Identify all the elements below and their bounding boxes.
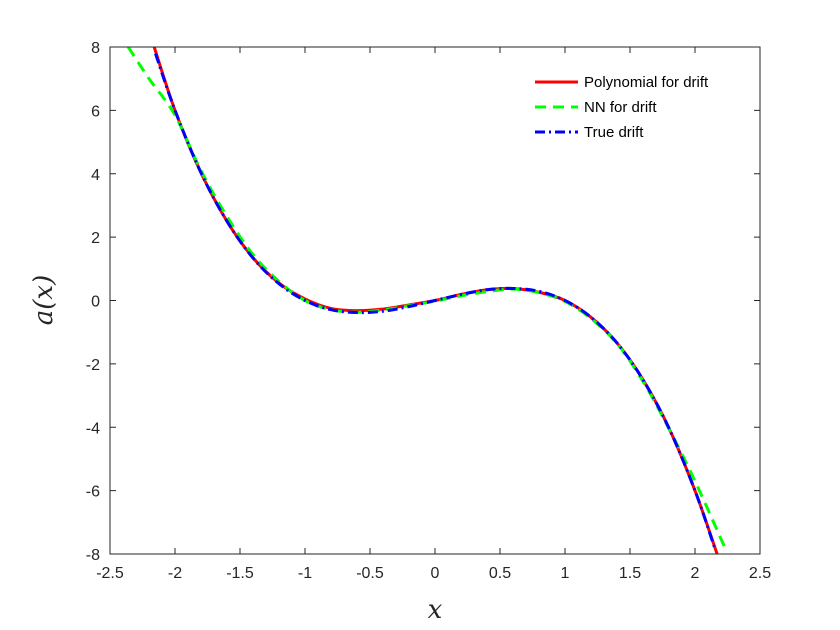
series-lines xyxy=(126,47,727,554)
x-tick-label: 0.5 xyxy=(489,565,511,582)
x-tick-label: -1 xyxy=(298,565,312,582)
y-axis-label: a(x) xyxy=(29,275,59,325)
x-tick-label: -0.5 xyxy=(356,565,384,582)
y-tick-label: 6 xyxy=(91,103,100,120)
legend-label-0: Polynomial for drift xyxy=(584,74,709,91)
x-tick-label: 2 xyxy=(691,565,700,582)
series-line-2 xyxy=(154,53,716,548)
y-tick-label: -2 xyxy=(86,357,100,374)
y-tick-label: -8 xyxy=(86,547,100,564)
y-tick-label: -6 xyxy=(86,484,100,501)
x-tick-label: -2 xyxy=(168,565,182,582)
y-tick-label: -4 xyxy=(86,420,100,437)
y-tick-label: 0 xyxy=(91,294,100,311)
y-tick-label: 8 xyxy=(91,40,100,57)
x-tick-labels: -2.5 -2 -1.5 -1 -0.5 0 0.5 1 1.5 2 2.5 xyxy=(96,565,771,582)
y-tick-labels: -8 -6 -4 -2 0 2 4 6 8 xyxy=(86,40,100,564)
x-tick-label: -1.5 xyxy=(226,565,254,582)
x-tick-label: 2.5 xyxy=(749,565,771,582)
x-tick-label: -2.5 xyxy=(96,565,124,582)
x-axis-label: x xyxy=(428,595,443,625)
legend-label-2: True drift xyxy=(584,124,644,141)
legend: Polynomial for drift NN for drift True dri… xyxy=(522,68,742,144)
legend-label-1: NN for drift xyxy=(584,99,657,116)
x-tick-label: 1.5 xyxy=(619,565,641,582)
x-tick-label: 1 xyxy=(561,565,570,582)
plot-frame xyxy=(109,46,761,555)
series-line-1 xyxy=(126,47,727,549)
y-tick-label: 4 xyxy=(91,167,100,184)
y-tick-label: 2 xyxy=(91,230,100,247)
x-tick-label: 0 xyxy=(431,565,440,582)
